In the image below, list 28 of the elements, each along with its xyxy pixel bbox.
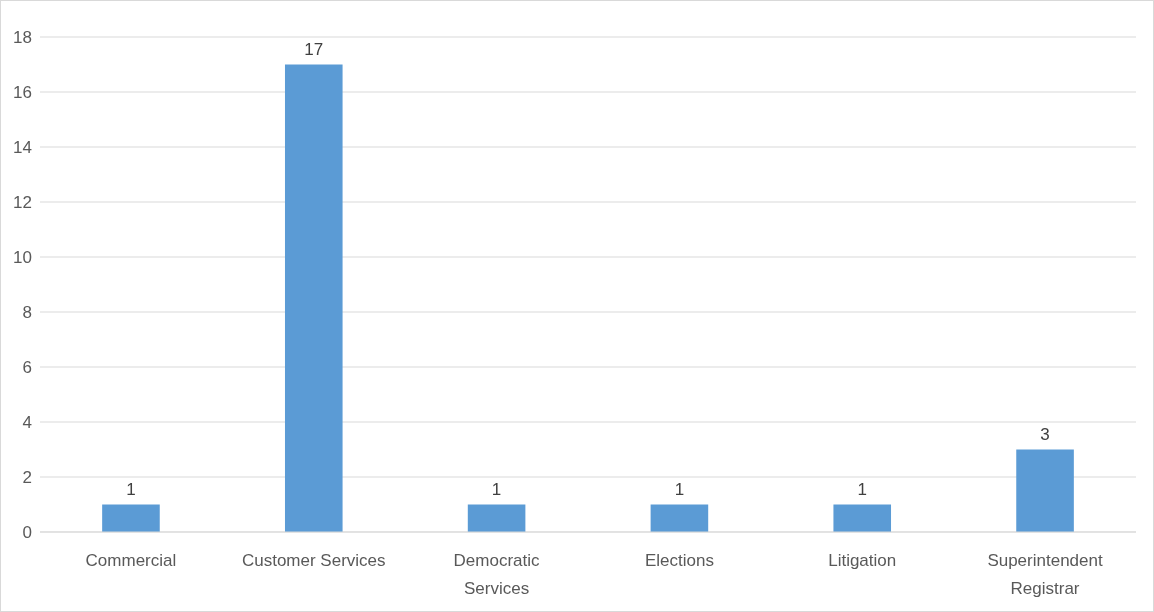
y-tick-label: 10 [13,247,32,267]
data-label: 1 [857,479,867,499]
x-tick-label: Litigation [828,551,897,570]
y-tick-label: 0 [22,522,32,542]
bar [1016,449,1074,532]
y-tick-label: 6 [22,357,32,377]
x-tick-label: Democratic Services [453,551,541,598]
x-tick-label: Commercial [85,551,177,570]
bar [833,504,892,532]
bar [284,64,343,532]
y-tick-label: 12 [13,192,32,212]
x-tick-label: Elections [644,551,714,570]
data-label: 1 [126,479,136,499]
x-tick-label: Customer Services [241,551,386,570]
bar [650,504,709,532]
bar [467,504,526,532]
y-tick-label: 16 [13,82,32,102]
y-tick-label: 2 [22,467,32,487]
data-label: 1 [674,479,685,499]
y-tick-label: 4 [22,412,32,432]
data-label: 3 [1040,424,1050,444]
data-label: 17 [304,39,324,59]
y-tick-label: 8 [22,302,32,322]
x-tick-label: Superintendent Registrar [987,551,1103,598]
data-label: 1 [491,479,502,499]
y-tick-label: 18 [13,27,32,47]
bar [102,504,160,532]
y-tick-label: 14 [13,137,32,157]
